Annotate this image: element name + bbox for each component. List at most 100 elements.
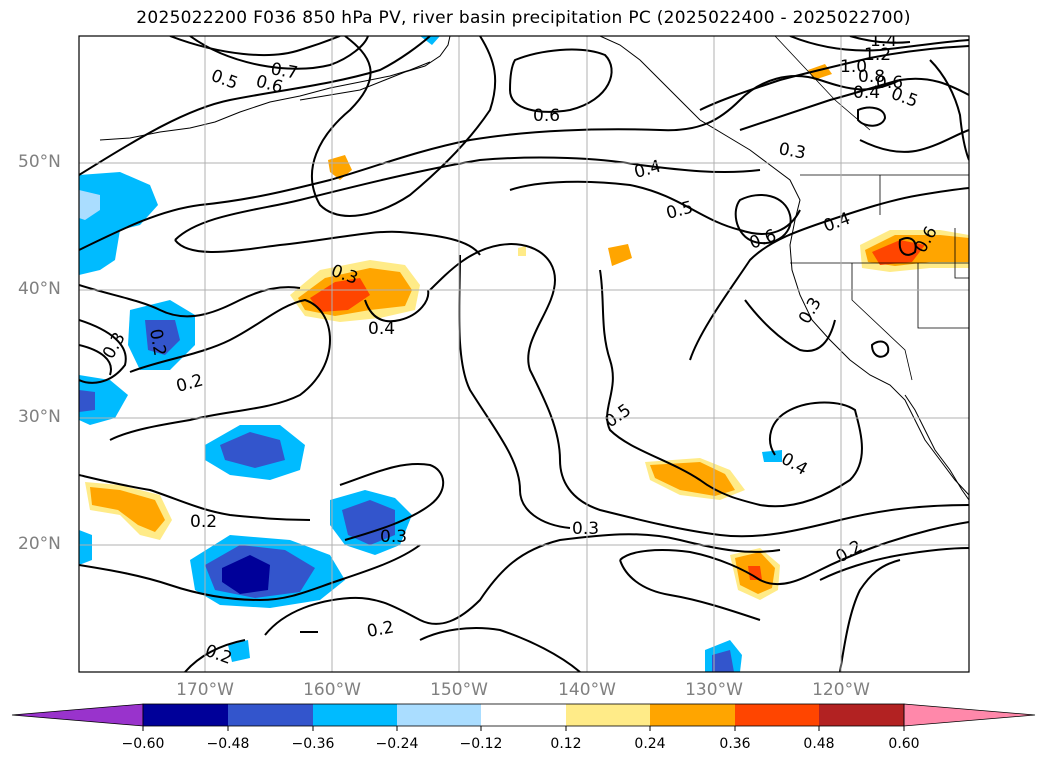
contour-line <box>79 319 127 384</box>
colorbar-tick-label: −0.60 <box>121 736 165 752</box>
contour-label: 0.5 <box>601 400 635 432</box>
contour-label: 0.4 <box>853 83 880 103</box>
contour-label: 0.5 <box>208 66 240 94</box>
contour-label: 0.7 <box>269 59 299 83</box>
contour-line <box>689 187 969 361</box>
contour-line <box>109 298 332 441</box>
neg-region <box>712 650 734 672</box>
contour-line <box>734 194 792 245</box>
neg-region <box>145 320 180 355</box>
coastline-westcoast <box>789 219 969 496</box>
contour-line <box>849 36 911 44</box>
colorbar-under <box>11 703 144 727</box>
colorbar-tick-label: 0.48 <box>803 736 835 752</box>
contour-line <box>79 36 431 176</box>
coastline-alaska <box>299 36 451 101</box>
coastline-bc <box>599 36 801 221</box>
colorbar-tick-label: −0.36 <box>291 736 335 752</box>
contour-label: 0.6 <box>876 73 903 93</box>
contour-label: 0.4 <box>821 209 853 237</box>
contour-label: 0.8 <box>858 67 885 87</box>
precip-shading <box>79 36 969 672</box>
colorbar-tick-label: −0.24 <box>375 736 419 752</box>
gridlines <box>79 36 969 672</box>
coastlines <box>99 36 969 501</box>
pv-contours <box>79 36 969 672</box>
lon-label: 120°W <box>812 680 870 700</box>
lon-label: 130°W <box>685 680 743 700</box>
contour-line <box>859 129 969 153</box>
neg-region <box>79 390 95 412</box>
colorbar-bin <box>228 704 313 726</box>
contour-label: 1.0 <box>840 57 867 77</box>
pos-region <box>90 487 165 532</box>
coastline-baja <box>904 394 969 501</box>
contour-label: 0.3 <box>795 294 826 327</box>
contour-label: 0.6 <box>747 226 779 254</box>
colorbar-bin <box>819 704 904 726</box>
contour-line <box>739 77 969 131</box>
contour-line <box>744 299 836 352</box>
contour-line <box>509 180 801 235</box>
plot-area: 0.5 0.6 0.7 1.4 1.2 1.0 0.8 0.6 0.4 0.5 … <box>79 31 969 672</box>
neg-region <box>342 500 395 545</box>
contour-line <box>364 289 430 323</box>
lat-label: 30°N <box>18 407 61 427</box>
contour-label: 0.4 <box>368 319 395 339</box>
border-state-3 <box>954 228 969 279</box>
neg-region <box>228 640 250 662</box>
contour-line <box>870 340 890 358</box>
contour-line <box>839 559 901 672</box>
contour-line <box>79 344 112 376</box>
pos-region <box>748 566 762 580</box>
neg-region <box>79 530 92 565</box>
colorbar-outline <box>142 703 905 727</box>
contour-label: 1.4 <box>870 31 897 51</box>
contour-label: 0.2 <box>190 512 217 532</box>
pos-region <box>608 244 632 266</box>
lat-label: 40°N <box>18 279 61 299</box>
contour-label: 0.4 <box>778 449 811 480</box>
contour-line <box>184 639 246 672</box>
colorbar-tick-label: 0.12 <box>550 736 582 752</box>
neg-region <box>222 555 270 594</box>
contour-label: 0.4 <box>632 157 663 183</box>
colorbar-tick-label: 0.36 <box>719 736 751 752</box>
colorbar-tick-label: 0.24 <box>634 736 666 752</box>
colorbar <box>11 703 1036 731</box>
border-state-2 <box>917 263 969 329</box>
contour-label: 0.3 <box>572 519 599 539</box>
coastline-aleutians <box>99 61 431 141</box>
contour-label: 0.5 <box>888 84 920 112</box>
colorbar-bin <box>143 704 228 726</box>
contour-line <box>174 156 761 241</box>
neg-region <box>420 36 440 45</box>
border-ca-nv <box>851 263 913 381</box>
contour-line <box>789 36 969 52</box>
contour-label: 0.3 <box>380 527 407 547</box>
lon-label: 150°W <box>430 680 488 700</box>
colorbar-bin <box>566 704 650 726</box>
lon-label: 140°W <box>558 680 616 700</box>
lat-label: 20°N <box>18 534 61 554</box>
contour-line <box>79 474 311 521</box>
colorbar-bin <box>735 704 819 726</box>
contour-line <box>857 106 887 127</box>
neg-region <box>79 172 158 275</box>
contour-line <box>929 59 969 161</box>
contour-label: 0.2 <box>174 371 205 397</box>
contour-line <box>174 230 481 256</box>
contour-line <box>508 48 613 113</box>
colorbar-over <box>903 703 1036 727</box>
lon-label: 160°W <box>303 680 361 700</box>
neg-region <box>79 190 100 220</box>
contour-label: 0.2 <box>145 327 169 357</box>
colorbar-tick-label: −0.48 <box>206 736 250 752</box>
contour-line <box>310 36 497 217</box>
pos-region <box>872 240 925 265</box>
contour-label: 0.5 <box>664 198 695 224</box>
colorbar-bin <box>650 704 735 726</box>
map-title: 2025022200 F036 850 hPa PV, river basin … <box>136 8 911 28</box>
contour-line <box>699 45 969 111</box>
